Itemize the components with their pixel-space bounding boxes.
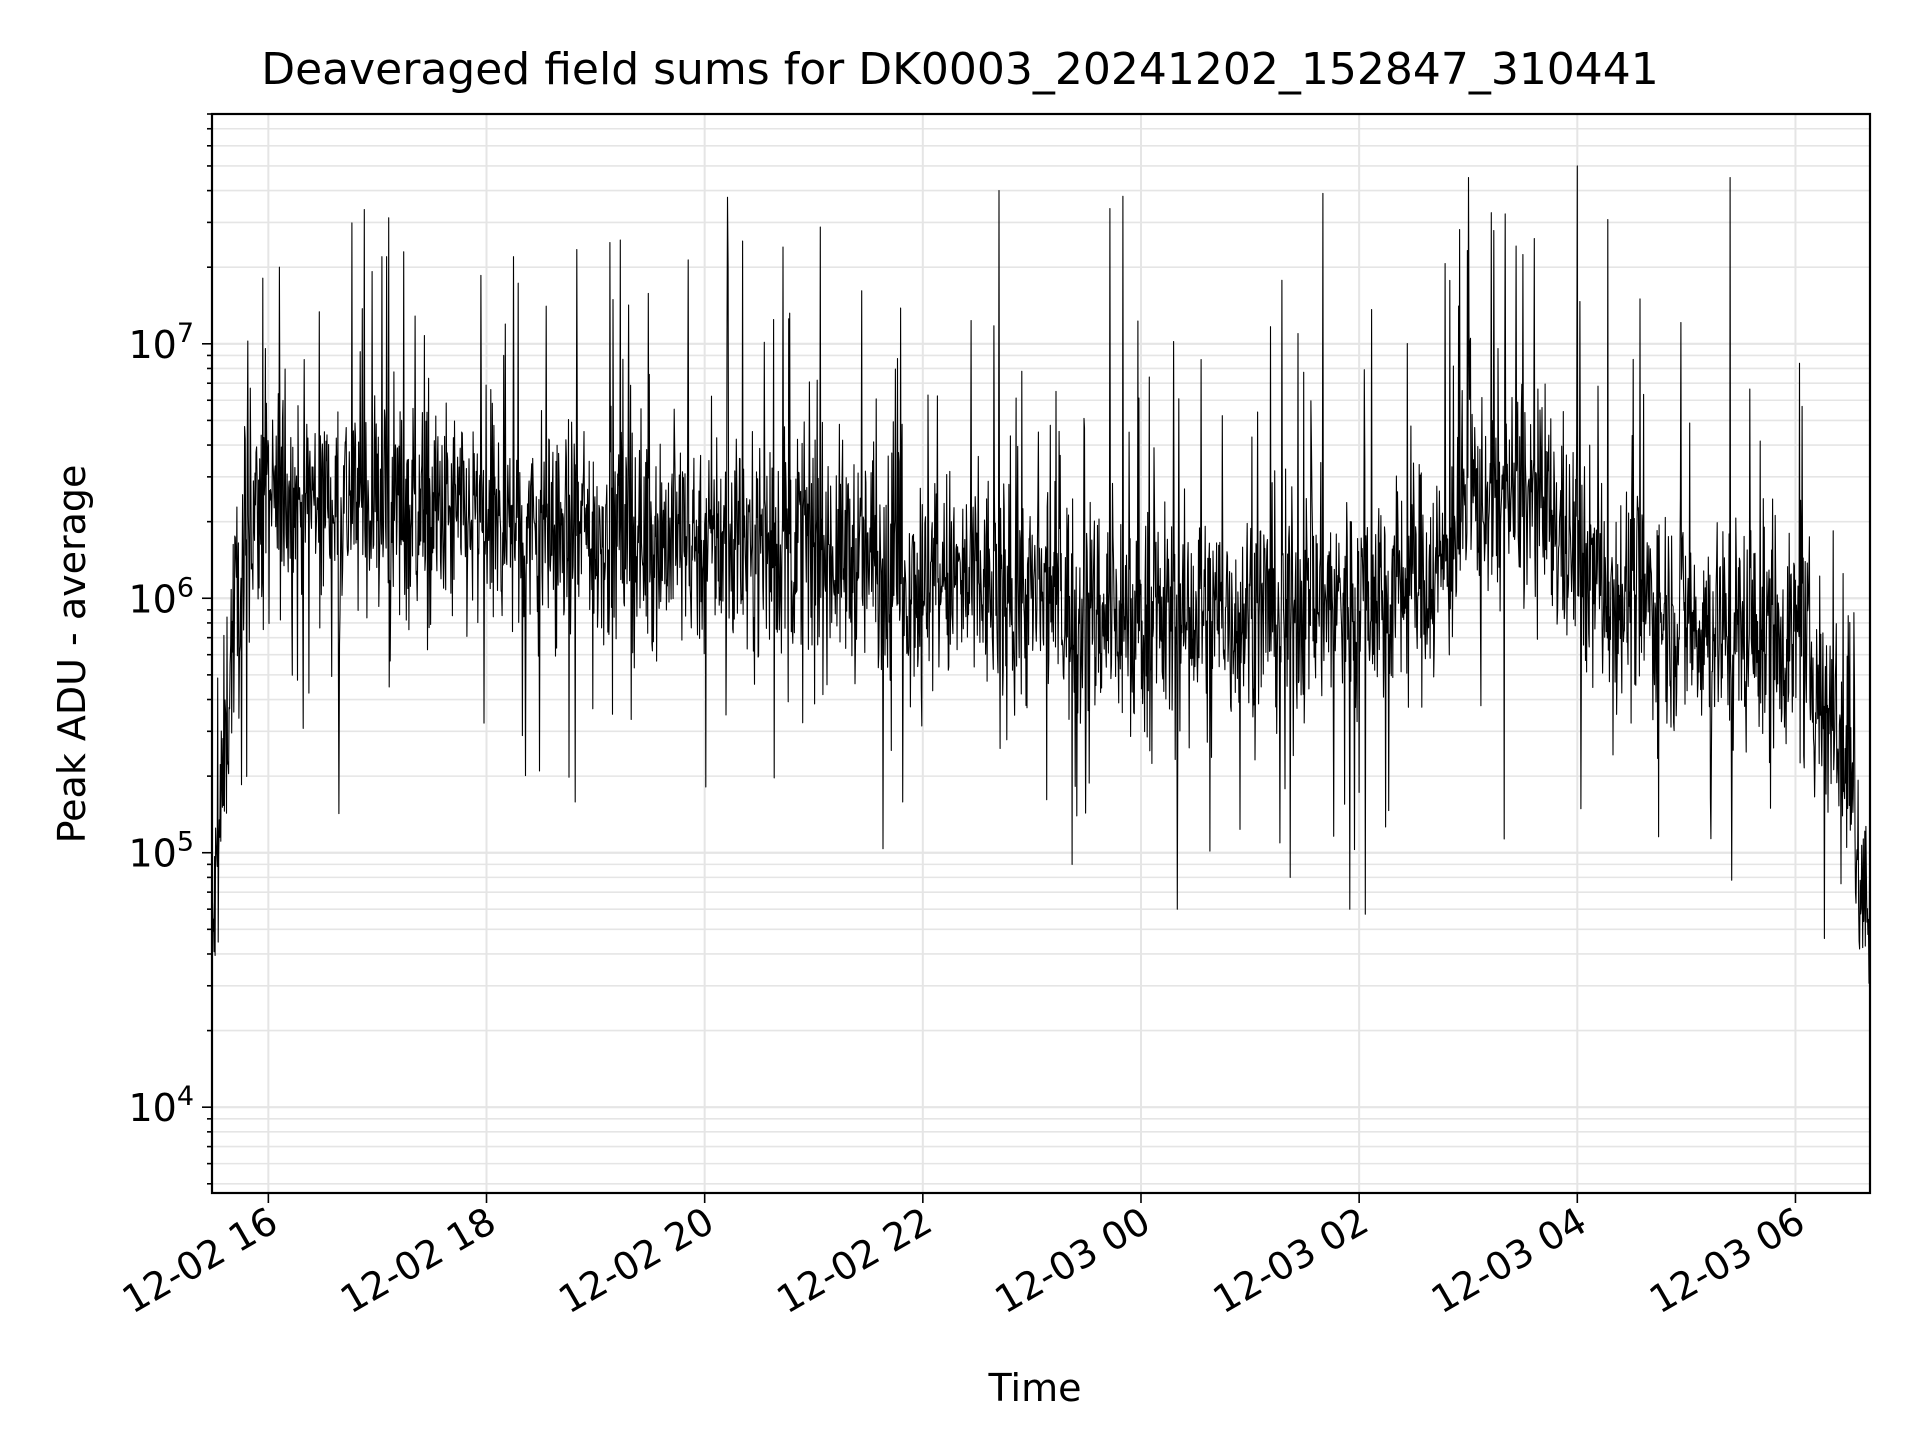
y-tick-label: 107 xyxy=(128,318,194,367)
x-tick-label: 12-02 18 xyxy=(333,1199,503,1323)
x-tick-label: 12-03 02 xyxy=(1206,1199,1376,1323)
y-tick-label: 105 xyxy=(128,827,194,876)
x-tick-label: 12-03 04 xyxy=(1424,1199,1594,1323)
x-axis-label: Time xyxy=(988,1366,1082,1410)
y-tick-label: 106 xyxy=(128,572,194,621)
x-tick-label: 12-02 22 xyxy=(769,1199,939,1323)
x-tick-label: 12-03 00 xyxy=(988,1199,1158,1323)
x-tick-label: 12-02 20 xyxy=(551,1199,721,1323)
y-tick-label: 104 xyxy=(128,1081,194,1130)
plot-area-frame xyxy=(210,112,1872,1195)
data-series-line xyxy=(211,165,1871,984)
tick-layer: 104 105 106 107 12-02 16 12-02 18 12-02 20 12-0… xyxy=(115,113,1812,1323)
series-layer xyxy=(211,165,1871,984)
x-tick-label: 12-02 16 xyxy=(115,1199,285,1323)
chart-title: Deaveraged field sums for DK0003_2024120… xyxy=(261,44,1659,95)
y-axis-label: Peak ADU - average xyxy=(50,464,94,843)
x-tick-label: 12-03 06 xyxy=(1642,1199,1812,1323)
